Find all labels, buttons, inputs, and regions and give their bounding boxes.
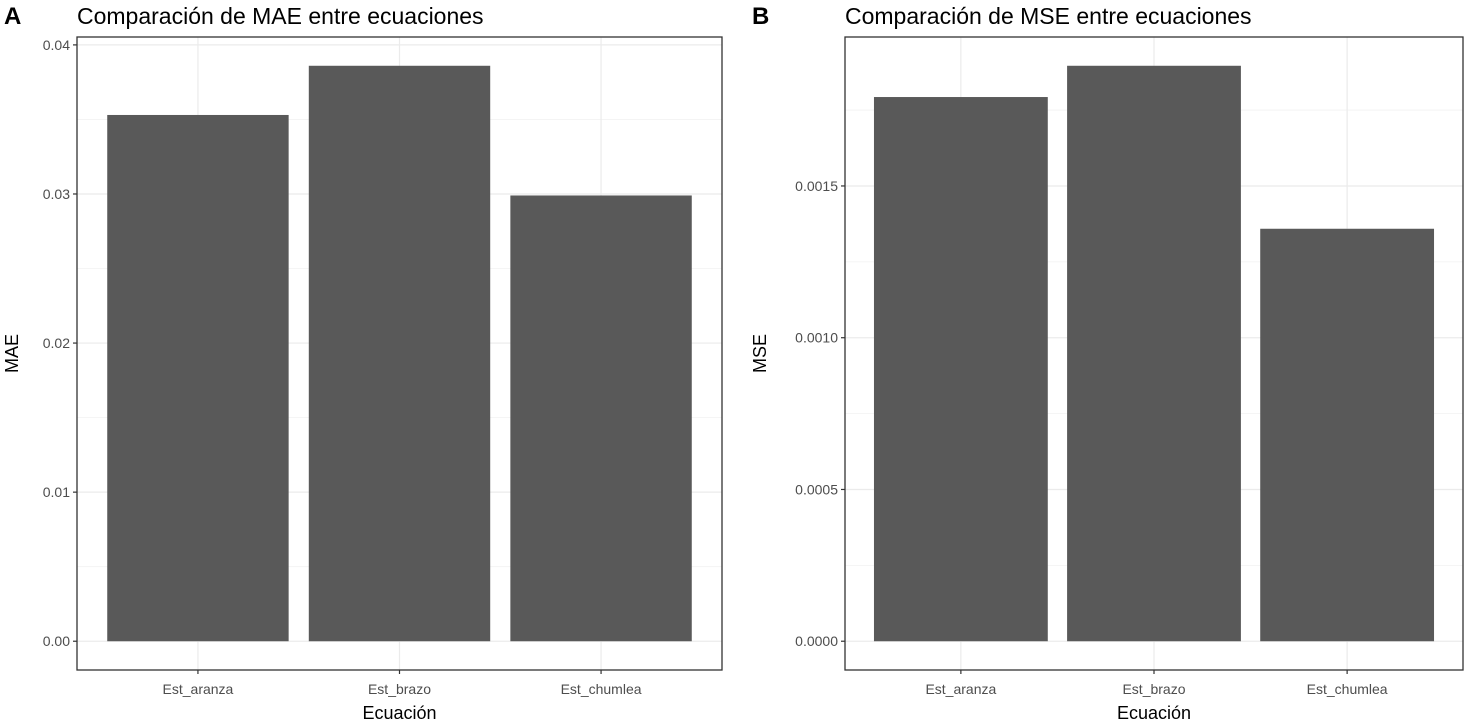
- plot-border: [76, 36, 723, 671]
- bar-est-aranza: [107, 114, 289, 642]
- panel-tag: B: [752, 3, 769, 30]
- panel-tag: A: [4, 3, 21, 30]
- x-tick-label: Est_aranza: [163, 681, 234, 697]
- chart-title: Comparación de MSE entre ecuaciones: [845, 3, 1252, 29]
- panel-a: A Comparación de MAE entre ecuaciones 0.00…: [2, 3, 723, 722]
- y-tick-label: 0.0015: [795, 178, 838, 194]
- y-tick-label: 0.03: [43, 186, 70, 202]
- y-tick-label: 0.0010: [795, 330, 838, 346]
- y-axis-title: MAE: [2, 334, 22, 373]
- x-tick-label: Est_brazo: [1122, 681, 1185, 697]
- x-axis-title: Ecuación: [362, 703, 436, 722]
- bar-est-brazo: [1067, 65, 1241, 642]
- x-tick-label: Est_chumlea: [1307, 681, 1388, 697]
- x-axis-title: Ecuación: [1117, 703, 1191, 722]
- y-axis-title: MSE: [750, 334, 770, 373]
- plot-border: [844, 36, 1464, 671]
- bar-est-brazo: [308, 65, 491, 642]
- y-tick-label: 0.04: [43, 37, 70, 53]
- x-tick-label: Est_aranza: [925, 681, 996, 697]
- y-tick-label: 0.00: [43, 633, 70, 649]
- y-tick-label: 0.01: [43, 484, 70, 500]
- bar-est-chumlea: [510, 195, 692, 642]
- x-tick-label: Est_brazo: [368, 681, 431, 697]
- x-tick-label: Est_chumlea: [561, 681, 642, 697]
- panel-b: B Comparación de MSE entre ecuaciones 0.00…: [750, 3, 1464, 722]
- y-tick-label: 0.0005: [795, 481, 838, 497]
- chart-title: Comparación de MAE entre ecuaciones: [77, 3, 484, 29]
- y-tick-label: 0.0000: [795, 633, 838, 649]
- bar-est-chumlea: [1260, 228, 1435, 642]
- y-tick-label: 0.02: [43, 335, 70, 351]
- bar-est-aranza: [873, 97, 1048, 642]
